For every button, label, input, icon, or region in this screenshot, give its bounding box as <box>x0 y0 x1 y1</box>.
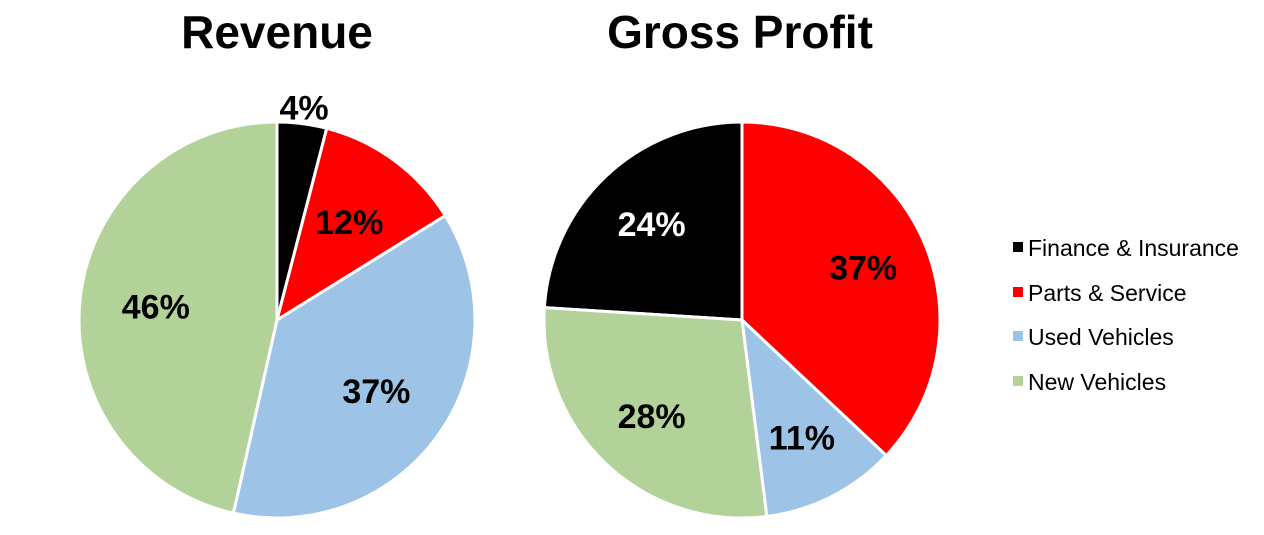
revenue-pie-labels: 4% 12% 37% 46% <box>122 90 411 411</box>
revenue-slice-label-parts-service: 12% <box>315 204 383 242</box>
legend-label-used-vehicles: Used Vehicles <box>1028 324 1174 350</box>
revenue-slice-used-vehicles <box>231 214 477 520</box>
revenue-pie-chart: Revenue 4% 12% 37% 46% <box>77 6 477 520</box>
legend-swatch-parts-service <box>1013 287 1023 297</box>
gross-profit-slice-finance-insurance <box>542 120 744 322</box>
chart-legend: Finance & Insurance Parts & Service Used… <box>1013 235 1239 395</box>
legend-label-new-vehicles: New Vehicles <box>1028 369 1166 395</box>
legend-item-parts-service: Parts & Service <box>1013 280 1187 306</box>
gross-profit-slice-label-used-vehicles: 11% <box>769 420 835 458</box>
revenue-slice-label-finance-insurance: 4% <box>280 90 329 128</box>
gross-profit-slice-used-vehicles <box>740 318 888 518</box>
gross-profit-pie-chart: Gross Profit 24% 37% 11% 28% <box>542 6 942 520</box>
revenue-chart-title: Revenue <box>181 6 373 58</box>
gross-profit-pie-labels: 24% 37% 11% 28% <box>618 206 898 458</box>
revenue-slice-label-used-vehicles: 37% <box>342 373 410 411</box>
legend-item-new-vehicles: New Vehicles <box>1013 369 1166 395</box>
revenue-pie-slices <box>77 120 477 520</box>
revenue-slice-label-new-vehicles: 46% <box>122 289 190 327</box>
legend-label-parts-service: Parts & Service <box>1028 280 1187 306</box>
gross-profit-slice-label-finance-insurance: 24% <box>618 206 686 244</box>
gross-profit-slice-label-parts-service: 37% <box>829 250 897 288</box>
legend-item-finance-insurance: Finance & Insurance <box>1013 235 1239 261</box>
legend-swatch-used-vehicles <box>1013 331 1023 341</box>
revenue-slice-parts-service <box>275 126 447 322</box>
legend-swatch-finance-insurance <box>1013 242 1023 252</box>
gross-profit-chart-title: Gross Profit <box>607 6 873 58</box>
gross-profit-slice-label-new-vehicles: 28% <box>618 398 686 436</box>
legend-label-finance-insurance: Finance & Insurance <box>1028 235 1239 261</box>
revenue-slice-new-vehicles <box>77 120 279 515</box>
legend-swatch-new-vehicles <box>1013 376 1023 386</box>
gross-profit-pie-slices <box>542 120 942 520</box>
legend-item-used-vehicles: Used Vehicles <box>1013 324 1174 350</box>
gross-profit-slice-new-vehicles <box>542 306 769 520</box>
gross-profit-slice-parts-service <box>740 120 942 458</box>
